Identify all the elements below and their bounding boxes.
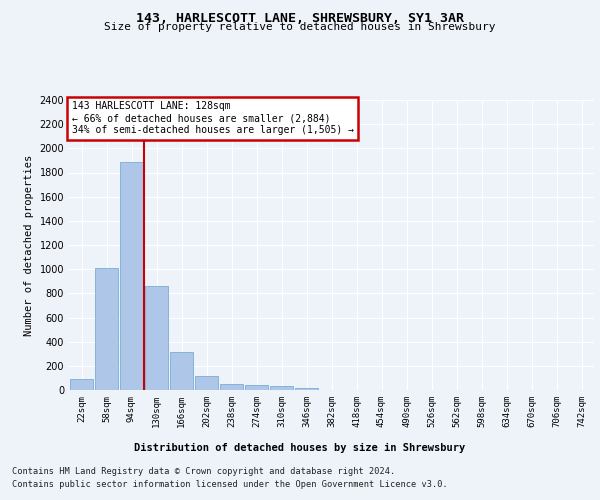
- Bar: [245, 385, 268, 390]
- Text: Distribution of detached houses by size in Shrewsbury: Distribution of detached houses by size …: [134, 442, 466, 452]
- Bar: [270, 386, 293, 390]
- Text: 143, HARLESCOTT LANE, SHREWSBURY, SY1 3AR: 143, HARLESCOTT LANE, SHREWSBURY, SY1 3A…: [136, 12, 464, 26]
- Text: Contains HM Land Registry data © Crown copyright and database right 2024.: Contains HM Land Registry data © Crown c…: [12, 468, 395, 476]
- Bar: [170, 352, 193, 390]
- Y-axis label: Number of detached properties: Number of detached properties: [24, 154, 34, 336]
- Bar: [220, 384, 243, 390]
- Text: Size of property relative to detached houses in Shrewsbury: Size of property relative to detached ho…: [104, 22, 496, 32]
- Text: Contains public sector information licensed under the Open Government Licence v3: Contains public sector information licen…: [12, 480, 448, 489]
- Bar: [120, 162, 143, 390]
- Bar: [195, 376, 218, 390]
- Bar: [70, 379, 93, 390]
- Text: 143 HARLESCOTT LANE: 128sqm
← 66% of detached houses are smaller (2,884)
34% of : 143 HARLESCOTT LANE: 128sqm ← 66% of det…: [71, 102, 353, 134]
- Bar: [145, 286, 168, 390]
- Bar: [295, 388, 318, 390]
- Bar: [95, 268, 118, 390]
